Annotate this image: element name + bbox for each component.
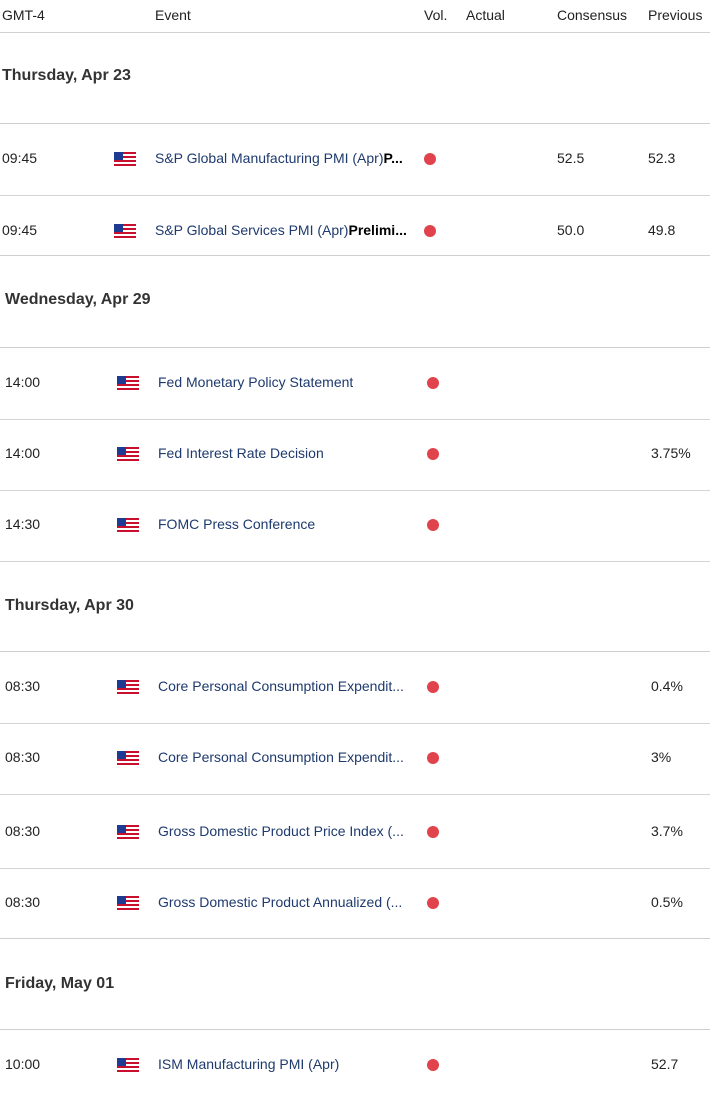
day-title: Friday, May 01 xyxy=(5,975,115,992)
table-row[interactable]: 08:30 Gross Domestic Product Annualized … xyxy=(0,868,710,939)
event-name-ellipsis: ... xyxy=(395,222,407,238)
event-time: 14:30 xyxy=(5,516,41,532)
event-time: 14:00 xyxy=(5,445,41,461)
table-row[interactable]: 08:30 Gross Domestic Product Price Index… xyxy=(0,797,710,869)
day-title: Wednesday, Apr 29 xyxy=(5,291,151,308)
event-name-ellipsis: ... xyxy=(391,150,403,166)
event-name[interactable]: ISM Manufacturing PMI (Apr) xyxy=(158,1056,340,1072)
timezone-header[interactable]: GMT-4 xyxy=(2,7,45,23)
event-name-text: S&P Global Services PMI (Apr) xyxy=(155,222,349,238)
event-time: 08:30 xyxy=(5,678,41,694)
high-volatility-dot xyxy=(427,519,439,531)
consensus-header: Consensus xyxy=(557,7,628,23)
table-row[interactable]: 14:00 Fed Monetary Policy Statement xyxy=(0,348,710,420)
table-row[interactable]: 14:30 FOMC Press Conference xyxy=(0,490,710,562)
us-flag-icon xyxy=(117,1058,139,1072)
high-volatility-dot xyxy=(427,448,439,460)
event-time: 08:30 xyxy=(5,823,41,839)
us-flag-icon xyxy=(117,896,139,910)
day-header: Thursday, Apr 23 xyxy=(0,33,710,124)
us-flag-icon xyxy=(114,152,136,166)
event-time: 08:30 xyxy=(5,894,41,910)
us-flag-icon xyxy=(117,751,139,765)
event-time: 09:45 xyxy=(2,222,38,238)
previous-value: 52.7 xyxy=(651,1056,679,1072)
day-header: Friday, May 01 xyxy=(0,939,710,1030)
event-name-text: S&P Global Manufacturing PMI (Apr) xyxy=(155,150,384,166)
event-header: Event xyxy=(155,7,191,23)
high-volatility-dot xyxy=(424,225,436,237)
event-time: 08:30 xyxy=(5,749,41,765)
consensus-value: 52.5 xyxy=(557,150,585,166)
us-flag-icon xyxy=(114,224,136,238)
event-name[interactable]: FOMC Press Conference xyxy=(158,516,316,532)
high-volatility-dot xyxy=(427,826,439,838)
us-flag-icon xyxy=(117,518,139,532)
table-row[interactable]: 14:00 Fed Interest Rate Decision 3.75% xyxy=(0,419,710,491)
event-name[interactable]: Gross Domestic Product Annualized (... xyxy=(158,894,403,910)
previous-value: 3% xyxy=(651,749,672,765)
day-title: Thursday, Apr 30 xyxy=(5,597,134,614)
event-time: 10:00 xyxy=(5,1056,41,1072)
previous-value: 0.4% xyxy=(651,678,683,694)
high-volatility-dot xyxy=(427,752,439,764)
event-name[interactable]: S&P Global Manufacturing PMI (Apr)P... xyxy=(155,150,403,166)
high-volatility-dot xyxy=(427,681,439,693)
table-row[interactable]: 08:30 Core Personal Consumption Expendit… xyxy=(0,652,710,724)
volatility-header: Vol. xyxy=(424,7,448,23)
group-divider xyxy=(0,255,710,256)
event-name[interactable]: Core Personal Consumption Expendit... xyxy=(158,678,404,694)
previous-value: 3.7% xyxy=(651,823,683,839)
table-row[interactable]: 09:45 S&P Global Manufacturing PMI (Apr)… xyxy=(0,124,710,196)
high-volatility-dot xyxy=(424,153,436,165)
us-flag-icon xyxy=(117,825,139,839)
actual-header: Actual xyxy=(466,7,505,23)
high-volatility-dot xyxy=(427,897,439,909)
event-name[interactable]: S&P Global Services PMI (Apr)Prelimi... xyxy=(155,222,407,238)
event-time: 14:00 xyxy=(5,374,41,390)
group-divider xyxy=(0,938,710,939)
event-time: 09:45 xyxy=(2,150,38,166)
high-volatility-dot xyxy=(427,377,439,389)
event-name-bold: Prelimi xyxy=(348,222,396,238)
previous-value: 3.75% xyxy=(651,445,691,461)
previous-value: 49.8 xyxy=(648,222,676,238)
day-header: Thursday, Apr 30 xyxy=(0,561,710,652)
previous-header: Previous xyxy=(648,7,703,23)
table-row[interactable]: 08:30 Core Personal Consumption Expendit… xyxy=(0,723,710,795)
table-header: GMT-4 Event Vol. Actual Consensus Previo… xyxy=(0,0,710,33)
table-row[interactable]: 10:00 ISM Manufacturing PMI (Apr) 52.7 xyxy=(0,1030,710,1101)
table-row[interactable]: 09:45 S&P Global Services PMI (Apr)Preli… xyxy=(0,196,710,267)
event-name[interactable]: Gross Domestic Product Price Index (... xyxy=(158,823,404,839)
previous-value: 0.5% xyxy=(651,894,683,910)
us-flag-icon xyxy=(117,376,139,390)
us-flag-icon xyxy=(117,680,139,694)
event-name[interactable]: Fed Monetary Policy Statement xyxy=(158,374,354,390)
day-header: Wednesday, Apr 29 xyxy=(0,257,710,348)
us-flag-icon xyxy=(117,447,139,461)
day-title: Thursday, Apr 23 xyxy=(2,67,131,84)
previous-value: 52.3 xyxy=(648,150,676,166)
event-name[interactable]: Fed Interest Rate Decision xyxy=(158,445,324,461)
high-volatility-dot xyxy=(427,1059,439,1071)
event-name-bold: P xyxy=(383,150,392,166)
event-name[interactable]: Core Personal Consumption Expendit... xyxy=(158,749,404,765)
consensus-value: 50.0 xyxy=(557,222,585,238)
